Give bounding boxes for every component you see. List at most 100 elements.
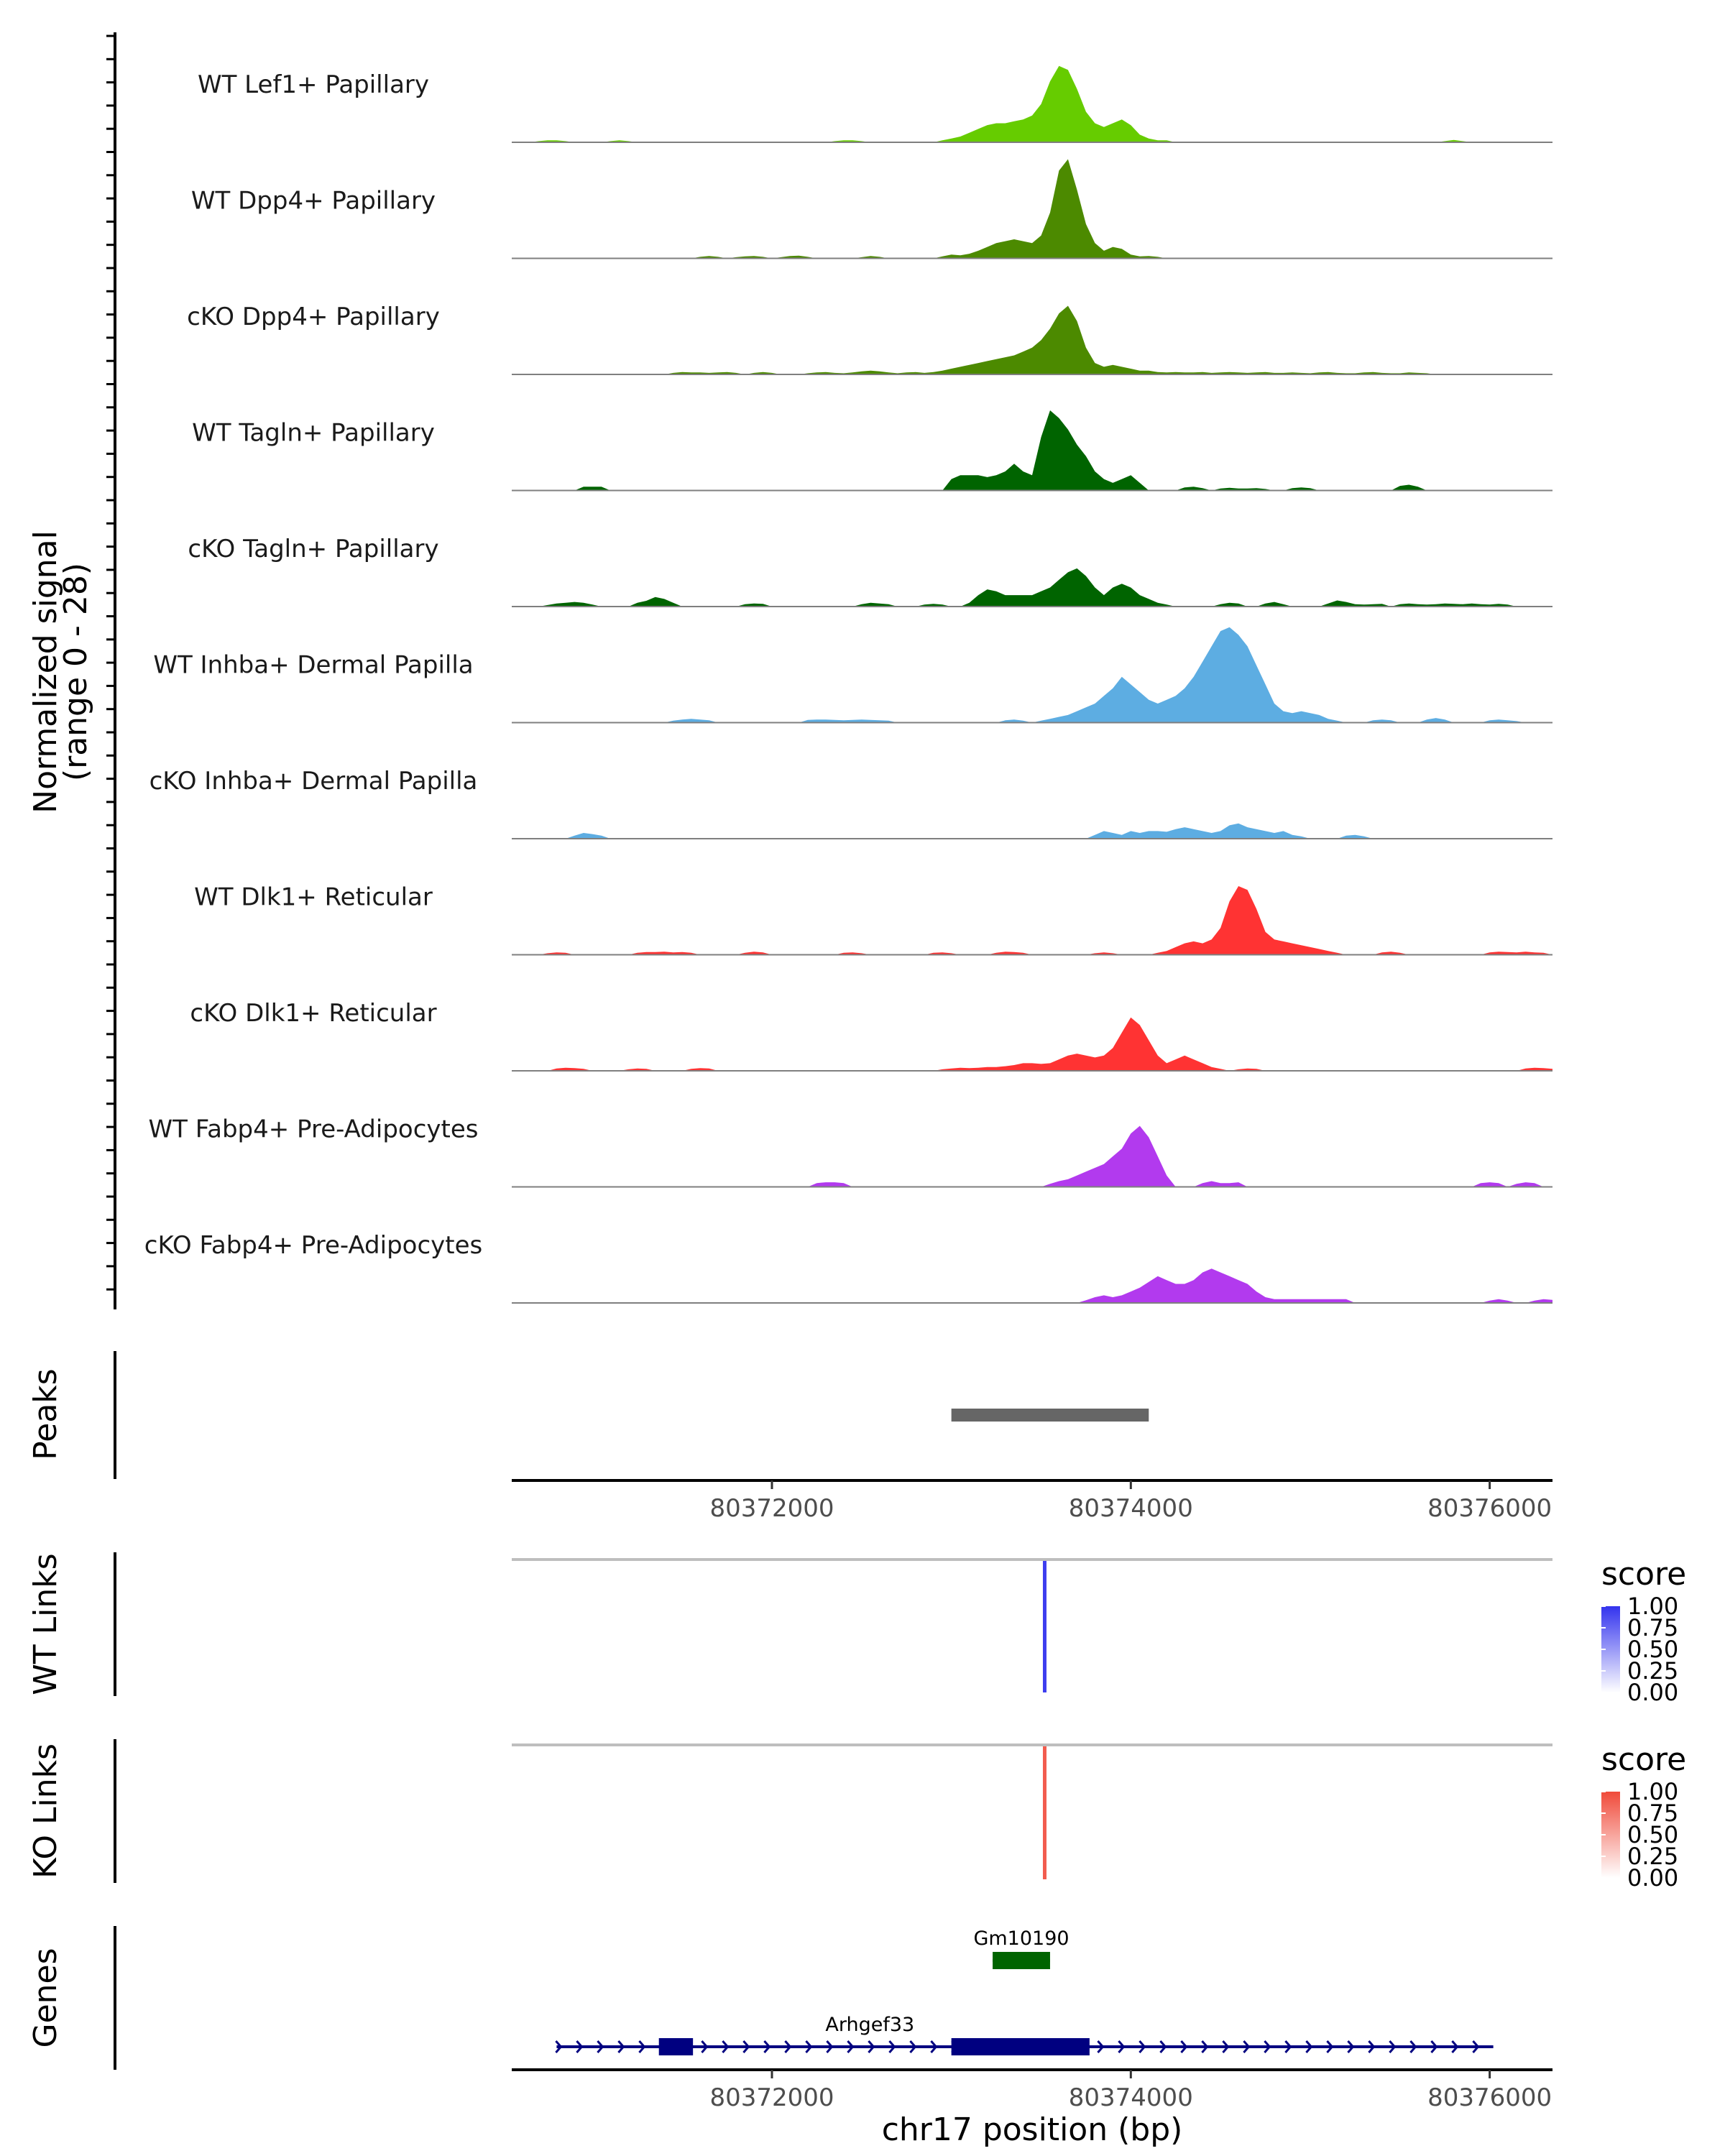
strand-arrow-icon xyxy=(909,2040,917,2053)
legend-tick-label: 0.00 xyxy=(1627,1679,1678,1706)
gene-name-label: Arhgef33 xyxy=(825,2014,914,2036)
x-tick-label: 80372000 xyxy=(709,2083,834,2112)
strand-arrow-icon xyxy=(930,2040,938,2053)
coverage-y-ticks xyxy=(106,34,115,1291)
strand-arrow-icon xyxy=(1305,2040,1313,2053)
wt-legend-title: score xyxy=(1601,1556,1686,1593)
track-label: cKO Dlk1+ Reticular xyxy=(190,999,436,1028)
track-label: WT Fabp4+ Pre-Adipocytes xyxy=(149,1115,479,1144)
strand-arrow-icon xyxy=(1222,2040,1230,2053)
coverage-track: WT Lef1+ Papillary xyxy=(198,65,1552,143)
strand-arrow-icon xyxy=(1284,2040,1292,2053)
strand-arrow-icon xyxy=(638,2040,646,2053)
ko-legend-title: score xyxy=(1601,1741,1686,1778)
wt-links-panel: WT Links score 1.000.750.500.250.00 xyxy=(27,1552,1686,1706)
x-tick-label: 80372000 xyxy=(709,1494,834,1523)
coverage-area xyxy=(512,627,1552,723)
coverage-area xyxy=(512,159,1552,259)
peaks-label: Peaks xyxy=(27,1368,64,1460)
strand-arrow-icon xyxy=(1347,2040,1355,2053)
strand-arrow-icon xyxy=(1118,2040,1126,2053)
coverage-area xyxy=(512,1017,1552,1071)
track-label: WT Lef1+ Papillary xyxy=(198,70,429,99)
gene-model: Arhgef33 xyxy=(555,2014,1494,2055)
gene-exon xyxy=(658,2038,694,2055)
strand-arrow-icon xyxy=(1201,2040,1209,2053)
strand-arrow-icon xyxy=(868,2040,875,2053)
coverage-track: WT Inhba+ Dermal Papilla xyxy=(153,627,1552,724)
gene-model: Gm10190 xyxy=(973,1927,1070,1969)
peaks-panel: Peaks 80372000 80374000 80376000 xyxy=(27,1351,1552,1523)
coverage-area xyxy=(512,568,1552,607)
coverage-y-label-line2: (range 0 - 28) xyxy=(58,563,94,781)
strand-arrow-icon xyxy=(576,2040,584,2053)
coverage-track: cKO Fabp4+ Pre-Adipocytes xyxy=(144,1231,1552,1304)
coverage-area xyxy=(512,823,1552,839)
wt-legend-ticks: 1.000.750.500.250.00 xyxy=(1601,1593,1678,1706)
strand-arrow-icon xyxy=(1451,2040,1459,2053)
ko-links-panel: KO Links score 1.000.750.500.250.00 xyxy=(27,1739,1686,1892)
track-label: cKO Dpp4+ Papillary xyxy=(187,303,440,331)
track-label: cKO Fabp4+ Pre-Adipocytes xyxy=(144,1231,483,1260)
coverage-y-label-line1: Normalized signal xyxy=(27,530,64,814)
strand-arrow-icon xyxy=(1326,2040,1334,2053)
legend-tick-label: 0.75 xyxy=(1627,1800,1678,1827)
strand-arrow-icon xyxy=(1097,2040,1105,2053)
strand-arrow-icon xyxy=(722,2040,730,2053)
legend-tick-label: 0.75 xyxy=(1627,1614,1678,1641)
track-label: WT Inhba+ Dermal Papilla xyxy=(153,651,473,680)
coverage-track: cKO Dpp4+ Papillary xyxy=(187,303,1552,375)
coverage-area xyxy=(512,1125,1552,1187)
track-label: WT Dlk1+ Reticular xyxy=(194,883,433,912)
coverage-tracks: WT Lef1+ Papillary WT Dpp4+ Papillary cKO … xyxy=(144,65,1552,1304)
coverage-track: WT Fabp4+ Pre-Adipocytes xyxy=(149,1115,1552,1188)
ko-legend-ticks: 1.000.750.500.250.00 xyxy=(1601,1778,1678,1892)
coverage-track: cKO Tagln+ Papillary xyxy=(188,535,1552,607)
coverage-track: WT Dpp4+ Papillary xyxy=(191,159,1552,259)
x-tick-label: 80376000 xyxy=(1427,1494,1552,1523)
x-tick-label: 80376000 xyxy=(1427,2083,1552,2112)
track-label: WT Dpp4+ Papillary xyxy=(191,187,436,216)
track-label: cKO Tagln+ Papillary xyxy=(188,535,438,563)
strand-arrow-icon xyxy=(847,2040,855,2053)
coverage-track: cKO Inhba+ Dermal Papilla xyxy=(150,767,1552,839)
strand-arrow-icon xyxy=(1409,2040,1417,2053)
legend-tick-label: 0.50 xyxy=(1627,1821,1678,1848)
wt-links-label: WT Links xyxy=(27,1553,64,1695)
coverage-track: WT Tagln+ Papillary xyxy=(192,410,1552,492)
legend-tick-label: 0.25 xyxy=(1627,1657,1678,1685)
strand-arrow-icon xyxy=(597,2040,604,2053)
x-tick-label: 80374000 xyxy=(1069,2083,1193,2112)
gene-exon xyxy=(951,2038,1090,2055)
coverage-panel: Normalized signal (range 0 - 28) WT Lef1… xyxy=(27,32,1552,1309)
coverage-area xyxy=(512,65,1552,142)
x-axis-title: chr17 position (bp) xyxy=(882,2111,1183,2148)
track-label: WT Tagln+ Papillary xyxy=(192,419,435,448)
strand-arrow-icon xyxy=(555,2040,563,2053)
legend-tick-label: 1.00 xyxy=(1627,1778,1678,1805)
peak-region xyxy=(951,1409,1149,1422)
gene-models: Gm10190 Arhgef33 xyxy=(555,1927,1494,2055)
strand-arrow-icon xyxy=(1180,2040,1188,2053)
legend-tick-label: 0.25 xyxy=(1627,1843,1678,1870)
gene-name-label: Gm10190 xyxy=(973,1927,1069,1950)
genes-label: Genes xyxy=(27,1948,64,2047)
genes-x-ticks: 80372000 80374000 80376000 xyxy=(709,2070,1552,2112)
gene-exon xyxy=(993,1952,1050,1969)
strand-arrow-icon xyxy=(784,2040,792,2053)
strand-arrow-icon xyxy=(1159,2040,1167,2053)
ko-links-legend: score 1.000.750.500.250.00 xyxy=(1601,1741,1686,1892)
coverage-area xyxy=(512,305,1552,374)
strand-arrow-icon xyxy=(1430,2040,1438,2053)
strand-arrow-icon xyxy=(617,2040,625,2053)
coverage-area xyxy=(512,1268,1552,1303)
strand-arrow-icon xyxy=(763,2040,771,2053)
peaks-x-ticks: 80372000 80374000 80376000 xyxy=(709,1480,1552,1523)
strand-arrow-icon xyxy=(1138,2040,1146,2053)
coverage-track: cKO Dlk1+ Reticular xyxy=(190,999,1552,1072)
strand-arrow-icon xyxy=(1243,2040,1251,2053)
peak-regions xyxy=(951,1409,1149,1422)
legend-tick-label: 0.00 xyxy=(1627,1864,1678,1892)
